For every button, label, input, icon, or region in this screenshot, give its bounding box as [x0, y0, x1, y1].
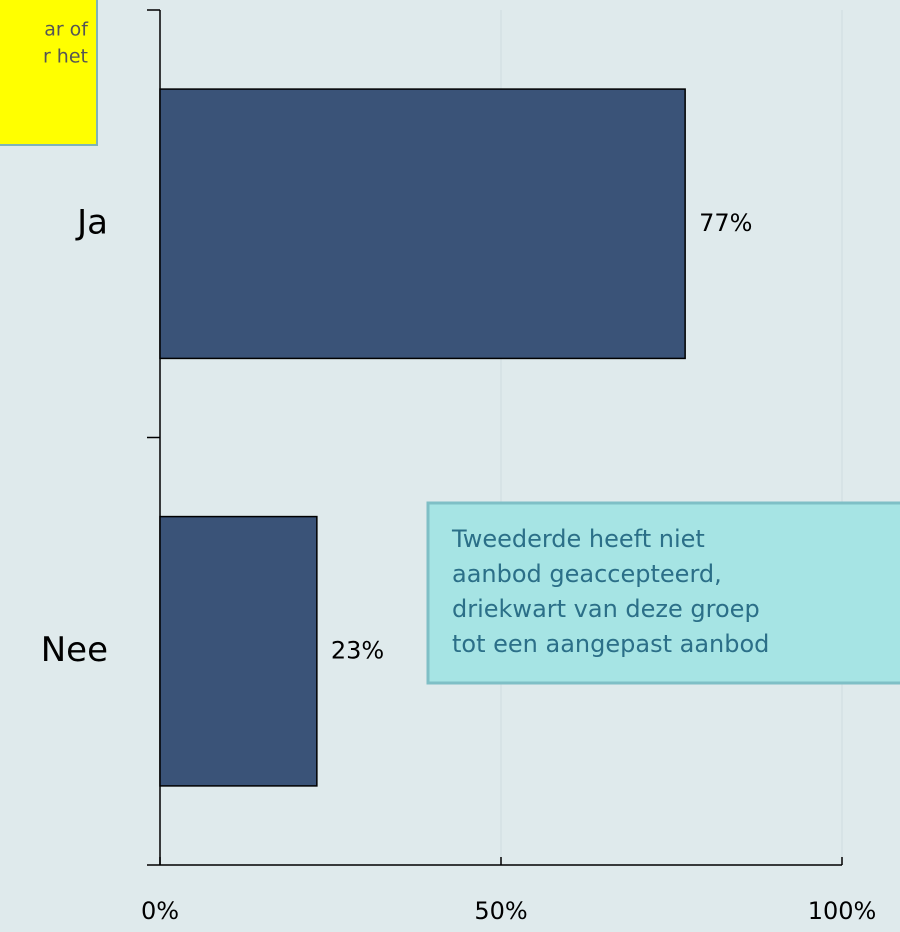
annotation-text: aanbod geaccepteerd, [452, 560, 722, 588]
annotation-box [0, 0, 98, 146]
annotation-box [426, 501, 900, 685]
annotation-text: ar of [44, 19, 89, 41]
category-label: Nee [41, 630, 108, 670]
x-tick-label: 0% [141, 897, 179, 925]
value-label: 23% [331, 636, 384, 664]
value-label: 77% [699, 209, 752, 237]
annotation-text: tot een aangepast aanbod [452, 630, 769, 658]
category-label: Ja [75, 202, 108, 242]
annotation-text: Tweederde heeft niet [451, 525, 705, 553]
annotation-text: driekwart van deze groep [452, 595, 760, 623]
x-tick-label: 100% [808, 897, 877, 925]
bar [159, 515, 318, 787]
annotation-text: r het [43, 46, 88, 68]
bar [159, 88, 686, 360]
x-tick-label: 50% [474, 897, 527, 925]
